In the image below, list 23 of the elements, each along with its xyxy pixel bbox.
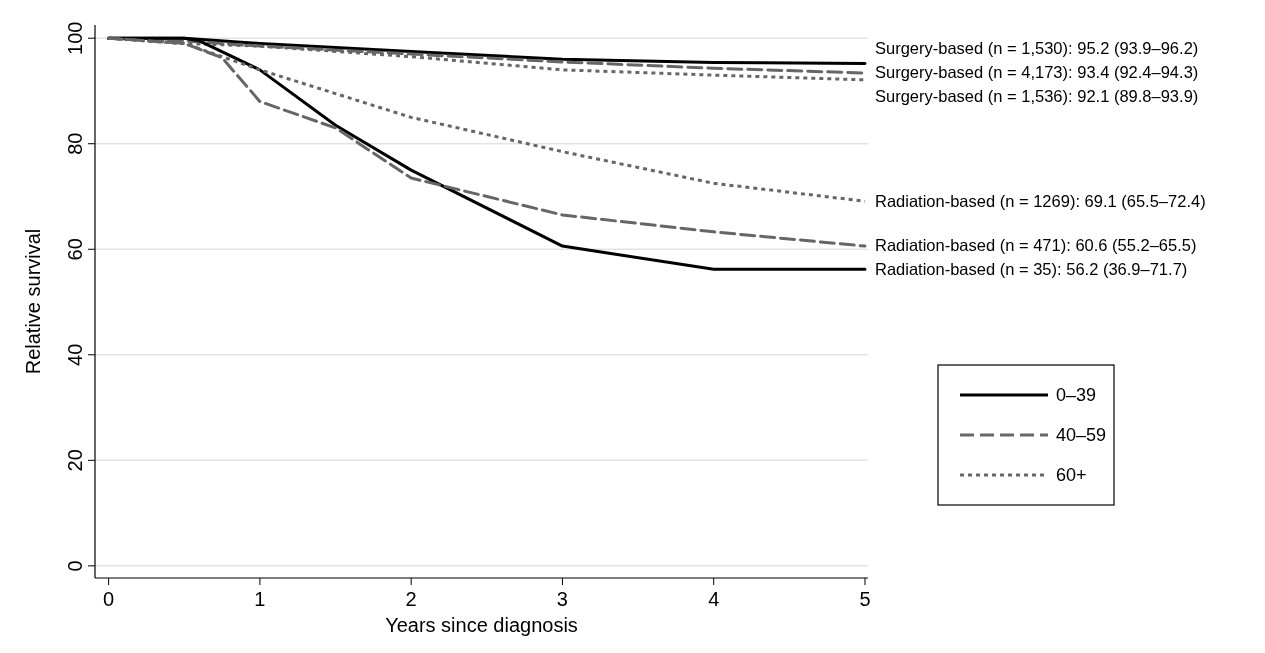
x-tick-label: 4 bbox=[708, 588, 720, 610]
y-tick-label: 40 bbox=[64, 343, 86, 366]
x-tick-label: 0 bbox=[103, 588, 115, 610]
text: Radiation-based (n = 471): 60.6 (55.2–65.5) bbox=[874, 236, 1197, 255]
x-tick-label: 2 bbox=[405, 588, 417, 610]
x-tick-label: 3 bbox=[556, 588, 568, 610]
text: Surgery-based (n = 1,536): 92.1 (89.8–93.9) bbox=[874, 86, 1199, 105]
text: Radiation-based (n = 35): 56.2 (36.9–71.7) bbox=[874, 260, 1188, 279]
legend-label: 40–59 bbox=[1056, 425, 1107, 446]
text: Surgery-based (n = 1,530): 95.2 (93.9–96.2) bbox=[874, 38, 1199, 57]
y-axis-title: Relative survival bbox=[22, 228, 44, 375]
y-tick-label: 60 bbox=[64, 238, 86, 261]
legend-label: 0–39 bbox=[1056, 385, 1097, 406]
legend-label: 60+ bbox=[1056, 465, 1087, 486]
y-tick-label: 20 bbox=[64, 449, 86, 472]
x-axis-title: Years since diagnosis bbox=[385, 614, 578, 636]
text: Radiation-based (n = 1269): 69.1 (65.5–72.4) bbox=[874, 192, 1206, 211]
y-tick-label: 0 bbox=[64, 560, 86, 572]
x-tick-label: 5 bbox=[859, 588, 871, 610]
y-tick-label: 100 bbox=[64, 21, 86, 55]
x-tick-label: 1 bbox=[254, 588, 266, 610]
text: Surgery-based (n = 4,173): 93.4 (92.4–94.3) bbox=[874, 62, 1199, 81]
y-tick-label: 80 bbox=[64, 132, 86, 155]
